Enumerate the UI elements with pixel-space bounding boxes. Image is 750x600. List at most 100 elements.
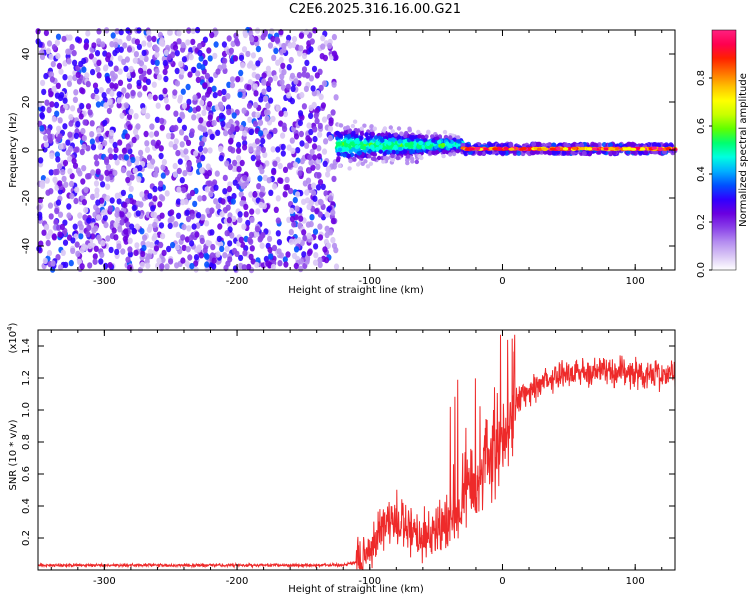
spectrogram-cell	[129, 223, 135, 230]
spectrogram-cell	[536, 141, 542, 147]
spectrogram-cell	[102, 119, 108, 127]
spectrogram-cell	[138, 74, 145, 81]
spectrogram-cell	[235, 40, 241, 47]
spectrogram-cell	[158, 241, 164, 249]
spectrogram-cell	[236, 147, 242, 154]
spectrogram-cell	[188, 47, 194, 54]
spectrogram-cell	[253, 35, 259, 43]
spectrogram-cell	[129, 174, 135, 181]
spectrogram-cell	[113, 221, 119, 228]
spectrogram-cell	[175, 149, 181, 157]
spectrogram-cell	[380, 132, 385, 137]
spectrogram-cell	[114, 192, 120, 199]
snr-scale-exp: 4	[6, 326, 14, 331]
spectrogram-cell	[164, 263, 170, 270]
spectrogram-cell	[108, 153, 114, 160]
spectrogram-cell	[249, 35, 255, 43]
spectrogram-cell	[174, 262, 180, 269]
spectrogram-cell	[120, 189, 126, 197]
spectrogram-cell	[76, 258, 82, 266]
spectrogram-cell	[150, 158, 156, 165]
spectrogram-cell	[455, 135, 461, 140]
spectrogram-cell	[286, 63, 292, 71]
spectrogram-cell	[301, 103, 307, 110]
spectrogram-cell	[61, 175, 67, 183]
spectrogram-cell	[164, 169, 170, 176]
spectrogram-cell	[176, 212, 182, 219]
spectrogram-cell	[132, 128, 139, 136]
spectrogram-cell	[67, 34, 73, 41]
spectrogram-cell	[230, 198, 236, 205]
spectrogram-cell	[202, 131, 208, 138]
spectrogram-cell	[320, 102, 326, 109]
spectrogram-cell	[185, 246, 191, 253]
spectrogram-cell	[100, 41, 106, 48]
spectrogram-cell	[248, 231, 255, 239]
spectrogram-cell	[107, 205, 113, 212]
spectrogram-cell	[657, 147, 664, 151]
spectrogram-cell	[315, 163, 321, 171]
spectrogram-cell	[298, 215, 304, 222]
spectrogram-cell	[248, 128, 255, 136]
spectrogram-cell	[102, 214, 108, 221]
spectrogram-cell	[197, 145, 204, 153]
y-tick-label: 1.4	[21, 338, 32, 354]
spectrogram-cell	[318, 93, 324, 101]
x-tick-label: -200	[226, 576, 249, 587]
spectrogram-cell	[46, 40, 53, 47]
spectrogram-cell	[202, 82, 208, 89]
spectrogram-cell	[448, 135, 453, 140]
spectrogram-cell	[407, 126, 412, 131]
spectrogram-cell	[365, 135, 370, 141]
spectrogram-cell	[333, 94, 339, 101]
spectrogram-cell	[48, 53, 54, 60]
spectrogram-cell	[69, 192, 75, 200]
spectrogram-cell	[436, 139, 442, 145]
spectrogram-cell	[319, 53, 325, 60]
spectrogram-cell	[95, 168, 101, 175]
spectrogram-cell	[66, 80, 72, 88]
spectrogram-cell	[158, 39, 164, 47]
spectrogram-cell	[244, 179, 250, 187]
spectrogram-cell	[66, 58, 72, 65]
spectrogram-cell	[161, 249, 167, 257]
spectrogram-cell	[109, 129, 115, 136]
spectrogram-cell	[213, 41, 219, 48]
spectrogram-cell	[234, 125, 240, 132]
spectrogram-cell	[350, 141, 355, 146]
spectrogram-cell	[267, 246, 273, 254]
spectrogram-cell	[173, 221, 179, 228]
spectrogram-cell	[608, 142, 613, 148]
spectrogram-cell	[378, 144, 383, 149]
spectrogram-cell	[327, 42, 333, 49]
spectrogram-cell	[398, 146, 403, 152]
spectrogram-cell	[285, 83, 291, 91]
spectrogram-cell	[227, 145, 233, 153]
spectrogram-cell	[289, 207, 295, 215]
spectrogram-cell	[255, 45, 261, 53]
spectrogram-cell	[101, 92, 107, 99]
spectrogram-cell	[405, 158, 410, 163]
spectrogram-cell	[306, 122, 312, 129]
spectrogram-cell	[325, 242, 332, 249]
spectrogram-cell	[51, 85, 57, 93]
spectrogram-cell	[252, 120, 258, 128]
spectrogram-cell	[284, 184, 291, 191]
spectrogram-cell	[176, 167, 182, 175]
spectrogram-cell	[94, 191, 100, 199]
spectrogram-cell	[238, 236, 244, 243]
spectrogram-cell	[296, 236, 302, 244]
spectrogram-cell	[304, 72, 311, 79]
spectrogram-cell	[55, 199, 62, 206]
spectrogram-cell	[283, 261, 289, 268]
spectrogram-cell	[353, 134, 359, 139]
spectrogram-cell	[308, 159, 314, 166]
spectrogram-cell	[278, 29, 284, 36]
spectrogram-cell	[54, 151, 61, 158]
spectrogram-cell	[192, 94, 198, 101]
spectrogram-cell	[163, 49, 169, 56]
snr-scale-label: (x104)	[6, 322, 19, 353]
spectrogram-cell	[153, 166, 160, 173]
spectrogram-cell	[370, 131, 375, 136]
spectrogram-cell	[292, 196, 298, 204]
